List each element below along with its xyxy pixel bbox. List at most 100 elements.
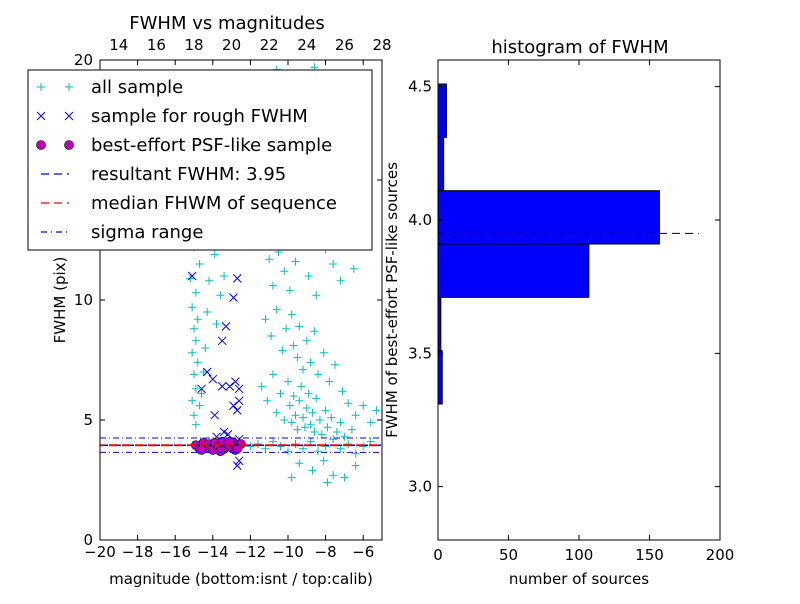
chart-title: histogram of FWHM <box>491 37 668 58</box>
all-sample-point <box>312 291 321 300</box>
all-sample-point <box>344 399 353 408</box>
all-sample-point <box>285 286 294 295</box>
x-tick-label: −6 <box>352 543 374 561</box>
all-sample-point <box>306 420 315 429</box>
all-sample-point <box>291 257 300 266</box>
axes-frame <box>437 59 721 541</box>
psf-sample-point <box>215 446 226 457</box>
all-sample-point <box>267 332 276 340</box>
all-sample-point <box>191 288 200 297</box>
all-sample-point <box>331 360 339 369</box>
all-sample-point <box>191 420 200 429</box>
all-sample-point <box>263 396 272 405</box>
x-tick-label: −12 <box>235 543 267 561</box>
all-sample-point <box>190 411 198 420</box>
all-sample-point <box>287 418 296 427</box>
all-sample-point <box>351 449 360 458</box>
legend-label: resultant FWHM: 3.95 <box>91 164 286 185</box>
y-tick-label: 4.0 <box>408 211 432 229</box>
x-tick-label: 0 <box>433 546 443 564</box>
rough-sample-point <box>232 406 242 415</box>
all-sample-point <box>210 250 219 259</box>
all-sample-point <box>297 382 306 391</box>
x-tick-label: −8 <box>315 543 337 561</box>
circle-marker-icon <box>36 140 46 150</box>
top-x-tick-label: 16 <box>147 36 166 54</box>
all-sample-point <box>205 276 214 285</box>
rough-sample-point <box>217 336 227 346</box>
legend-label: median FHWM of sequence <box>91 193 337 214</box>
all-sample-point <box>257 382 266 391</box>
all-sample-point <box>366 418 375 427</box>
histogram-bar <box>437 190 660 245</box>
all-sample-point <box>284 377 292 386</box>
all-sample-point <box>295 322 304 331</box>
x-tick-label: −10 <box>272 543 304 561</box>
all-sample-point <box>317 430 326 439</box>
all-sample-point <box>272 305 281 314</box>
plus-marker-icon <box>37 83 45 91</box>
all-sample-point <box>304 272 313 280</box>
all-sample-point <box>323 478 332 487</box>
all-sample-point <box>289 341 298 350</box>
all-sample-point <box>351 461 360 470</box>
all-sample-point <box>188 303 197 312</box>
all-sample-point <box>321 406 330 415</box>
all-sample-point <box>246 442 255 451</box>
x-marker-icon <box>64 111 74 121</box>
all-sample-point <box>310 428 319 436</box>
all-sample-point <box>193 358 202 367</box>
x-marker-icon <box>36 111 46 121</box>
legend-entry: resultant FWHM: 3.95 <box>41 164 286 185</box>
all-sample-point <box>299 413 308 422</box>
all-sample-point <box>359 442 368 451</box>
rough-sample-point <box>210 410 220 420</box>
all-sample-point <box>197 389 206 398</box>
legend-label: best-effort PSF-like sample <box>91 135 332 156</box>
all-sample-point <box>323 423 332 432</box>
all-sample-point <box>336 444 345 453</box>
all-sample-point <box>212 320 221 328</box>
all-sample-point <box>299 444 308 453</box>
rough-sample-point <box>234 384 244 394</box>
top-x-tick-label: 20 <box>222 36 241 54</box>
all-sample-point <box>310 327 319 336</box>
rough-sample-point <box>187 271 197 281</box>
all-sample-point <box>201 344 210 352</box>
rough-sample-point <box>219 427 229 437</box>
all-sample-point <box>203 308 212 316</box>
legend-label: all sample <box>91 77 183 98</box>
all-sample-point <box>344 440 353 448</box>
y-tick-label: 3.5 <box>408 344 432 362</box>
all-sample-point <box>261 315 270 324</box>
legend-box <box>27 69 373 251</box>
all-sample-point <box>193 315 202 324</box>
x-axis-label: magnitude (bottom:isnt / top:calib) <box>109 570 373 588</box>
all-sample-point <box>191 336 200 345</box>
all-sample-point <box>276 442 285 451</box>
all-sample-point <box>329 435 338 444</box>
x-tick-label: 50 <box>499 546 518 564</box>
all-sample-point <box>293 353 302 362</box>
x-tick-label: 200 <box>706 546 735 564</box>
circle-marker-icon <box>64 140 74 150</box>
rough-sample-point <box>217 382 227 391</box>
all-sample-point <box>306 358 315 367</box>
all-sample-point <box>268 370 277 379</box>
legend-entry: sample for rough FWHM <box>36 106 308 127</box>
top-x-tick-label: 24 <box>297 36 316 54</box>
y-tick-label: 20 <box>74 51 93 69</box>
all-sample-point <box>265 255 274 264</box>
all-sample-point <box>332 428 341 436</box>
all-sample-point <box>315 416 324 424</box>
all-sample-point <box>300 423 309 432</box>
all-sample-point <box>191 384 200 393</box>
all-sample-point <box>216 291 225 300</box>
histogram-bar <box>437 243 590 298</box>
all-sample-point <box>338 387 347 396</box>
all-sample-point <box>190 370 198 379</box>
top-x-tick-label: 18 <box>184 36 203 54</box>
rough-sample-point <box>231 377 240 386</box>
x-tick-label: 150 <box>635 546 664 564</box>
y-tick-label: 3.0 <box>408 478 432 496</box>
